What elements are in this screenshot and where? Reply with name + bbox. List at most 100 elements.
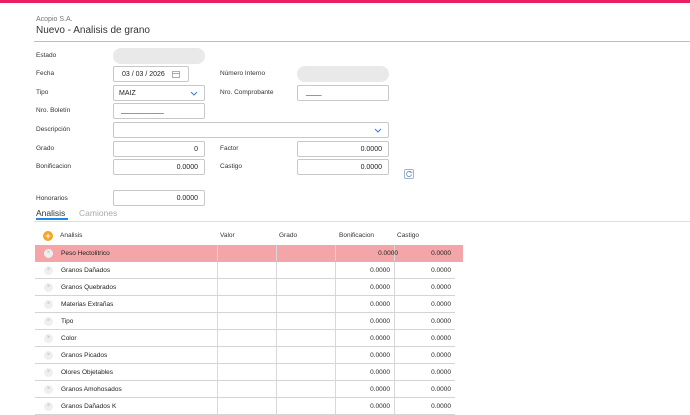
castigo-cell[interactable]	[394, 330, 453, 346]
table-row[interactable]: × Granos Amohosados 0.0000 0.0000	[35, 381, 455, 398]
table-row[interactable]: × Tipo 0.0000 0.0000	[35, 313, 455, 330]
bonificacion-cell[interactable]	[335, 330, 394, 346]
castigo-label: Castigo	[220, 163, 243, 170]
table-row[interactable]: × Granos Dañados 0.0000 0.0000	[35, 262, 455, 279]
grado-cell[interactable]	[276, 296, 335, 312]
castigo-cell[interactable]	[394, 313, 453, 329]
grado-cell[interactable]	[276, 279, 335, 295]
grado-cell[interactable]	[276, 313, 335, 329]
table-row[interactable]: × Granos Quebrados 0.0000 0.0000	[35, 279, 455, 296]
grado-value: 0	[194, 146, 198, 153]
page-title: Nuevo - Analisis de grano	[36, 25, 150, 36]
valor-cell[interactable]	[217, 381, 276, 397]
grado-input[interactable]: 0	[113, 141, 205, 157]
row-bonificacion-value: 0.0000	[370, 352, 390, 359]
grado-cell[interactable]	[276, 245, 335, 261]
tipo-select[interactable]: MAIZ	[113, 85, 205, 101]
valor-cell[interactable]	[217, 347, 276, 363]
column-header-grado: Grado	[279, 232, 298, 239]
bonificacion-input[interactable]: 0.0000	[113, 159, 205, 175]
bonificacion-cell[interactable]	[335, 364, 394, 380]
nro-boletin-input[interactable]: ___________	[113, 103, 205, 119]
table-row[interactable]: × Granos Picados 0.0000 0.0000	[35, 347, 455, 364]
chevron-down-icon	[190, 91, 198, 96]
bonificacion-cell[interactable]	[335, 245, 394, 261]
row-bonificacion-value: 0.0000	[370, 403, 390, 410]
castigo-cell[interactable]	[394, 279, 453, 295]
remove-row-icon[interactable]: ×	[44, 266, 53, 275]
bonificacion-cell[interactable]	[335, 381, 394, 397]
castigo-cell[interactable]	[394, 381, 453, 397]
grado-cell[interactable]	[276, 347, 335, 363]
castigo-input[interactable]: 0.0000	[297, 159, 389, 175]
grado-cell[interactable]	[276, 364, 335, 380]
tab-analisis[interactable]: Analisis	[36, 208, 66, 218]
valor-cell[interactable]	[217, 330, 276, 346]
honorarios-input[interactable]: 0.0000	[113, 190, 205, 206]
row-castigo-value: 0.0000	[431, 335, 451, 342]
castigo-cell[interactable]	[394, 296, 453, 312]
remove-row-icon[interactable]: ×	[44, 300, 53, 309]
castigo-cell[interactable]	[394, 364, 453, 380]
fecha-input[interactable]: 03 / 03 / 2026	[113, 66, 189, 82]
table-row[interactable]: × Color 0.0000 0.0000	[35, 330, 455, 347]
remove-row-icon[interactable]: ×	[44, 334, 53, 343]
bonificacion-cell[interactable]	[335, 296, 394, 312]
valor-cell[interactable]	[217, 398, 276, 414]
factor-value: 0.0000	[360, 146, 382, 153]
nro-comprobante-value: ____	[306, 89, 322, 96]
bonificacion-cell[interactable]	[335, 262, 394, 278]
castigo-cell[interactable]	[394, 347, 453, 363]
tabs-divider	[34, 221, 690, 222]
row-castigo-value: 0.0000	[431, 352, 451, 359]
row-castigo-value: 0.0000	[431, 267, 451, 274]
bonificacion-cell[interactable]	[335, 398, 394, 414]
row-bonificacion-value: 0.0000	[370, 318, 390, 325]
grado-cell[interactable]	[276, 330, 335, 346]
honorarios-value: 0.0000	[176, 195, 198, 202]
castigo-cell[interactable]	[394, 262, 453, 278]
table-row[interactable]: × Peso Hectolitrico 0.0000 0.0000	[35, 245, 463, 262]
remove-row-icon[interactable]: ×	[44, 317, 53, 326]
table-row[interactable]: × Materias Extrañas 0.0000 0.0000	[35, 296, 455, 313]
bonificacion-cell[interactable]	[335, 279, 394, 295]
row-bonificacion-value: 0.0000	[370, 386, 390, 393]
row-bonificacion-value: 0.0000	[370, 267, 390, 274]
castigo-value: 0.0000	[360, 164, 382, 171]
valor-cell[interactable]	[217, 296, 276, 312]
column-header-castigo: Castigo	[397, 232, 420, 239]
remove-row-icon[interactable]: ×	[44, 351, 53, 360]
table-row[interactable]: × Olores Objetables 0.0000 0.0000	[35, 364, 455, 381]
row-analisis-name: Granos Picados	[61, 352, 108, 359]
grado-cell[interactable]	[276, 398, 335, 414]
descripcion-select[interactable]	[113, 122, 389, 138]
remove-row-icon[interactable]: ×	[44, 402, 53, 411]
valor-cell[interactable]	[217, 279, 276, 295]
calendar-icon[interactable]	[172, 70, 180, 78]
valor-cell[interactable]	[217, 245, 276, 261]
bonificacion-cell[interactable]	[335, 347, 394, 363]
bonificacion-cell[interactable]	[335, 313, 394, 329]
remove-row-icon[interactable]: ×	[44, 368, 53, 377]
remove-row-icon[interactable]: ×	[44, 283, 53, 292]
castigo-cell[interactable]	[394, 245, 453, 261]
tab-camiones[interactable]: Camiones	[79, 208, 118, 218]
remove-row-icon[interactable]: ×	[44, 385, 53, 394]
grado-cell[interactable]	[276, 381, 335, 397]
refresh-button[interactable]	[404, 169, 414, 179]
numero-interno-label: Número Interno	[220, 70, 266, 77]
row-bonificacion-value: 0.0000	[370, 335, 390, 342]
valor-cell[interactable]	[217, 364, 276, 380]
table-row[interactable]: × Granos Dañados K 0.0000 0.0000	[35, 398, 455, 415]
factor-input[interactable]: 0.0000	[297, 141, 389, 157]
remove-row-icon[interactable]: ×	[44, 249, 53, 258]
castigo-cell[interactable]	[394, 398, 453, 414]
valor-cell[interactable]	[217, 262, 276, 278]
grado-cell[interactable]	[276, 262, 335, 278]
row-analisis-name: Materias Extrañas	[61, 301, 114, 308]
add-row-button[interactable]: +	[43, 231, 53, 241]
top-accent-bar	[0, 0, 690, 3]
valor-cell[interactable]	[217, 313, 276, 329]
nro-comprobante-input[interactable]: ____	[297, 85, 389, 101]
nro-comprobante-label: Nro. Comprobante	[220, 89, 274, 96]
